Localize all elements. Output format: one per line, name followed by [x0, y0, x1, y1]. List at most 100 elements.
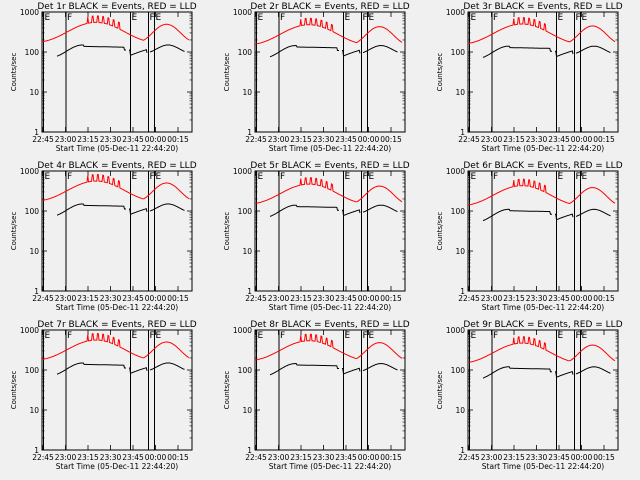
- marker-label-e: E: [558, 331, 564, 341]
- marker-label-e: E: [345, 13, 351, 23]
- detector-panel-7: Det 7r BLACK = Events, RED = LLD 1 10 100 10…: [10, 320, 197, 471]
- y-axis-label: Counts/sec: [436, 371, 444, 410]
- x-tick-label: 00:00: [145, 294, 167, 303]
- x-tick-label: 23:15: [77, 135, 99, 144]
- marker-label-e: E: [471, 13, 477, 23]
- x-tick-label: 22:45: [245, 294, 267, 303]
- detector-panel-9: Det 9r BLACK = Events, RED = LLD 1 10 100 10…: [436, 320, 623, 471]
- marker-label-e: E: [558, 13, 564, 23]
- x-tick-label: 00:15: [593, 135, 615, 144]
- x-tick-label: 23:30: [313, 294, 335, 303]
- y-tick-label: 10: [242, 247, 252, 256]
- x-tick-label: 23:30: [526, 294, 548, 303]
- marker-label-f: F: [493, 13, 498, 23]
- x-tick-label: 23:30: [526, 135, 548, 144]
- events-series-line: [56, 362, 126, 375]
- x-axis-label: Start Time (05-Dec-11 22:44:20): [482, 144, 604, 153]
- events-series-line: [555, 213, 574, 221]
- x-tick-label: 23:45: [548, 453, 570, 462]
- y-tick-label: 10: [455, 406, 465, 415]
- events-series-line: [575, 366, 611, 375]
- x-tick-label: 22:45: [32, 294, 54, 303]
- y-tick-label: 10: [29, 88, 39, 97]
- y-tick-label: 1000: [233, 167, 252, 176]
- events-series-line: [269, 362, 339, 376]
- y-tick-label: 1: [460, 446, 465, 455]
- x-tick-label: 23:00: [268, 453, 290, 462]
- detector-panel-4: Det 4r BLACK = Events, RED = LLD 1 10 100 10…: [10, 161, 197, 312]
- y-tick-label: 1000: [446, 326, 465, 335]
- panel-title: Det 5r BLACK = Events, RED = LLD: [250, 161, 409, 171]
- x-tick-label: 00:15: [167, 135, 189, 144]
- events-series-line: [269, 44, 339, 58]
- y-tick-label: 100: [25, 207, 40, 216]
- panel-title: Det 4r BLACK = Events, RED = LLD: [37, 161, 196, 171]
- lld-series-line: [254, 333, 403, 361]
- y-axis-label: Counts/sec: [223, 371, 231, 410]
- x-tick-label: 22:45: [458, 294, 480, 303]
- x-tick-label: 23:00: [55, 135, 77, 144]
- x-tick-label: 22:45: [458, 135, 480, 144]
- x-tick-label: 23:15: [503, 294, 525, 303]
- marker-label-e: E: [132, 13, 138, 23]
- y-tick-label: 100: [238, 366, 253, 375]
- y-tick-label: 1: [247, 287, 252, 296]
- detector-panel-1: Det 1r BLACK = Events, RED = LLD 1 10 100 10…: [10, 2, 197, 153]
- plot-frame: [254, 329, 406, 451]
- x-tick-label: 23:00: [55, 453, 77, 462]
- x-tick-label: 23:00: [481, 135, 503, 144]
- panel-title: Det 1r BLACK = Events, RED = LLD: [37, 2, 196, 12]
- x-tick-label: 00:15: [380, 453, 402, 462]
- y-axis-label: Counts/sec: [223, 212, 231, 251]
- detector-panel-6: Det 6r BLACK = Events, RED = LLD 1 10 100 10…: [436, 161, 623, 312]
- x-tick-label: 23:00: [268, 135, 290, 144]
- marker-label-e: E: [369, 13, 375, 23]
- y-tick-label: 1: [34, 446, 39, 455]
- y-tick-label: 10: [29, 406, 39, 415]
- marker-label-f: F: [280, 13, 285, 23]
- marker-label-e: E: [345, 172, 351, 182]
- events-series-line: [555, 370, 574, 378]
- x-tick-label: 23:30: [100, 135, 122, 144]
- detector-panel-5: Det 5r BLACK = Events, RED = LLD 1 10 100 10…: [223, 161, 410, 312]
- y-tick-label: 1: [247, 446, 252, 455]
- x-tick-label: 23:00: [268, 294, 290, 303]
- marker-label-e: E: [132, 172, 138, 182]
- events-series-line: [342, 49, 361, 57]
- events-series-line: [362, 44, 398, 54]
- y-tick-label: 1: [34, 128, 39, 137]
- x-tick-label: 00:00: [145, 453, 167, 462]
- x-tick-label: 23:30: [313, 135, 335, 144]
- y-axis-label: Counts/sec: [436, 212, 444, 251]
- events-series-line: [149, 362, 185, 371]
- x-tick-label: 23:45: [548, 135, 570, 144]
- y-tick-label: 100: [25, 48, 40, 57]
- y-tick-label: 1000: [20, 167, 39, 176]
- y-tick-label: 1: [34, 287, 39, 296]
- marker-label-f: F: [280, 172, 285, 182]
- marker-label-e: E: [156, 13, 162, 23]
- x-tick-label: 22:45: [32, 453, 54, 462]
- events-series-line: [149, 203, 185, 212]
- plot-frame: [467, 170, 619, 292]
- marker-label-f: F: [493, 172, 498, 182]
- x-tick-label: 00:00: [571, 453, 593, 462]
- y-tick-label: 10: [242, 88, 252, 97]
- marker-label-f: F: [363, 331, 368, 341]
- marker-label-e: E: [258, 172, 264, 182]
- marker-label-f: F: [67, 13, 72, 23]
- marker-label-e: E: [369, 331, 375, 341]
- marker-label-e: E: [471, 172, 477, 182]
- marker-label-e: E: [156, 331, 162, 341]
- x-tick-label: 23:15: [290, 453, 312, 462]
- marker-label-f: F: [67, 172, 72, 182]
- events-series-line: [129, 49, 148, 56]
- lld-series-line: [41, 174, 190, 201]
- x-tick-label: 00:15: [593, 453, 615, 462]
- x-axis-label: Start Time (05-Dec-11 22:44:20): [56, 303, 178, 312]
- x-axis-label: Start Time (05-Dec-11 22:44:20): [56, 144, 178, 153]
- x-tick-label: 22:45: [245, 453, 267, 462]
- lld-series-line: [254, 17, 403, 45]
- plot-frame: [254, 170, 406, 292]
